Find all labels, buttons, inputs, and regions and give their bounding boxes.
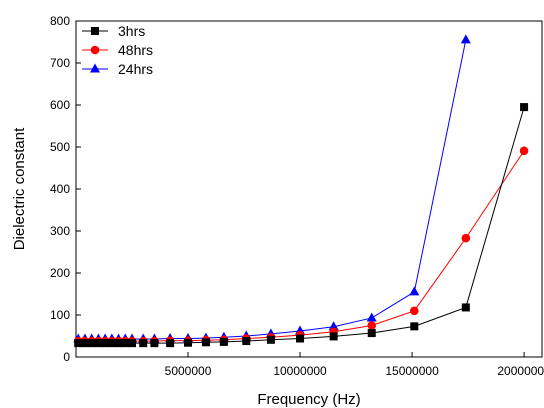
data-point: [101, 339, 110, 348]
data-point: [409, 306, 419, 316]
data-point: [80, 339, 89, 348]
data-point: [367, 321, 377, 330]
data-point: [519, 146, 529, 156]
y-tick-label: 200: [50, 266, 70, 280]
series-line: [78, 150, 525, 342]
data-point: [121, 339, 130, 348]
data-point: [460, 34, 471, 44]
x-tick-label: 15000000: [385, 364, 439, 378]
x-tick-label: 5000000: [165, 364, 212, 378]
data-point: [410, 322, 419, 331]
data-point: [328, 321, 339, 331]
data-point: [366, 312, 377, 322]
legend-label: 3hrs: [118, 23, 145, 39]
data-point: [296, 334, 305, 343]
data-point: [114, 339, 123, 348]
data-point: [242, 337, 251, 346]
series-3hrs: [74, 103, 529, 348]
data-point: [139, 339, 148, 348]
data-point: [166, 339, 175, 348]
series-24hrs: [73, 34, 471, 343]
y-tick-label: 400: [50, 182, 70, 196]
y-tick-label: 800: [50, 14, 70, 28]
y-tick-label: 500: [50, 140, 70, 154]
legend-marker: [90, 45, 100, 55]
legend-marker: [91, 27, 99, 35]
data-point: [201, 338, 210, 347]
data-point: [461, 233, 471, 243]
data-point: [107, 339, 116, 348]
y-axis-title: Dielectric constant: [11, 127, 28, 250]
series-line: [78, 106, 525, 344]
data-point: [461, 303, 470, 312]
data-point: [409, 286, 420, 296]
data-point: [329, 332, 338, 341]
x-axis-title: Frequency (Hz): [257, 391, 360, 408]
y-tick-label: 700: [50, 56, 70, 70]
plot-area: [73, 34, 529, 348]
data-point: [87, 339, 96, 348]
data-point: [74, 339, 83, 348]
data-point: [94, 339, 103, 348]
data-point: [128, 339, 137, 348]
data-point: [184, 338, 193, 347]
data-point: [266, 335, 275, 344]
legend-label: 48hrs: [118, 42, 153, 58]
y-axis: 0 100 200 300 400 500 600 700 800: [50, 14, 81, 364]
y-tick-label: 0: [63, 350, 70, 364]
data-point: [150, 339, 159, 348]
legend: 3hrs 48hrs 24hrs: [82, 23, 153, 77]
y-tick-label: 100: [50, 308, 70, 322]
legend-marker: [90, 63, 100, 73]
data-point: [219, 337, 228, 346]
y-tick-label: 600: [50, 98, 70, 112]
data-point: [520, 103, 529, 112]
legend-label: 24hrs: [118, 61, 153, 77]
series-48hrs: [73, 146, 529, 346]
x-tick-label: 10000000: [273, 364, 327, 378]
data-point: [367, 329, 376, 338]
series-line: [78, 39, 467, 340]
y-tick-label: 300: [50, 224, 70, 238]
